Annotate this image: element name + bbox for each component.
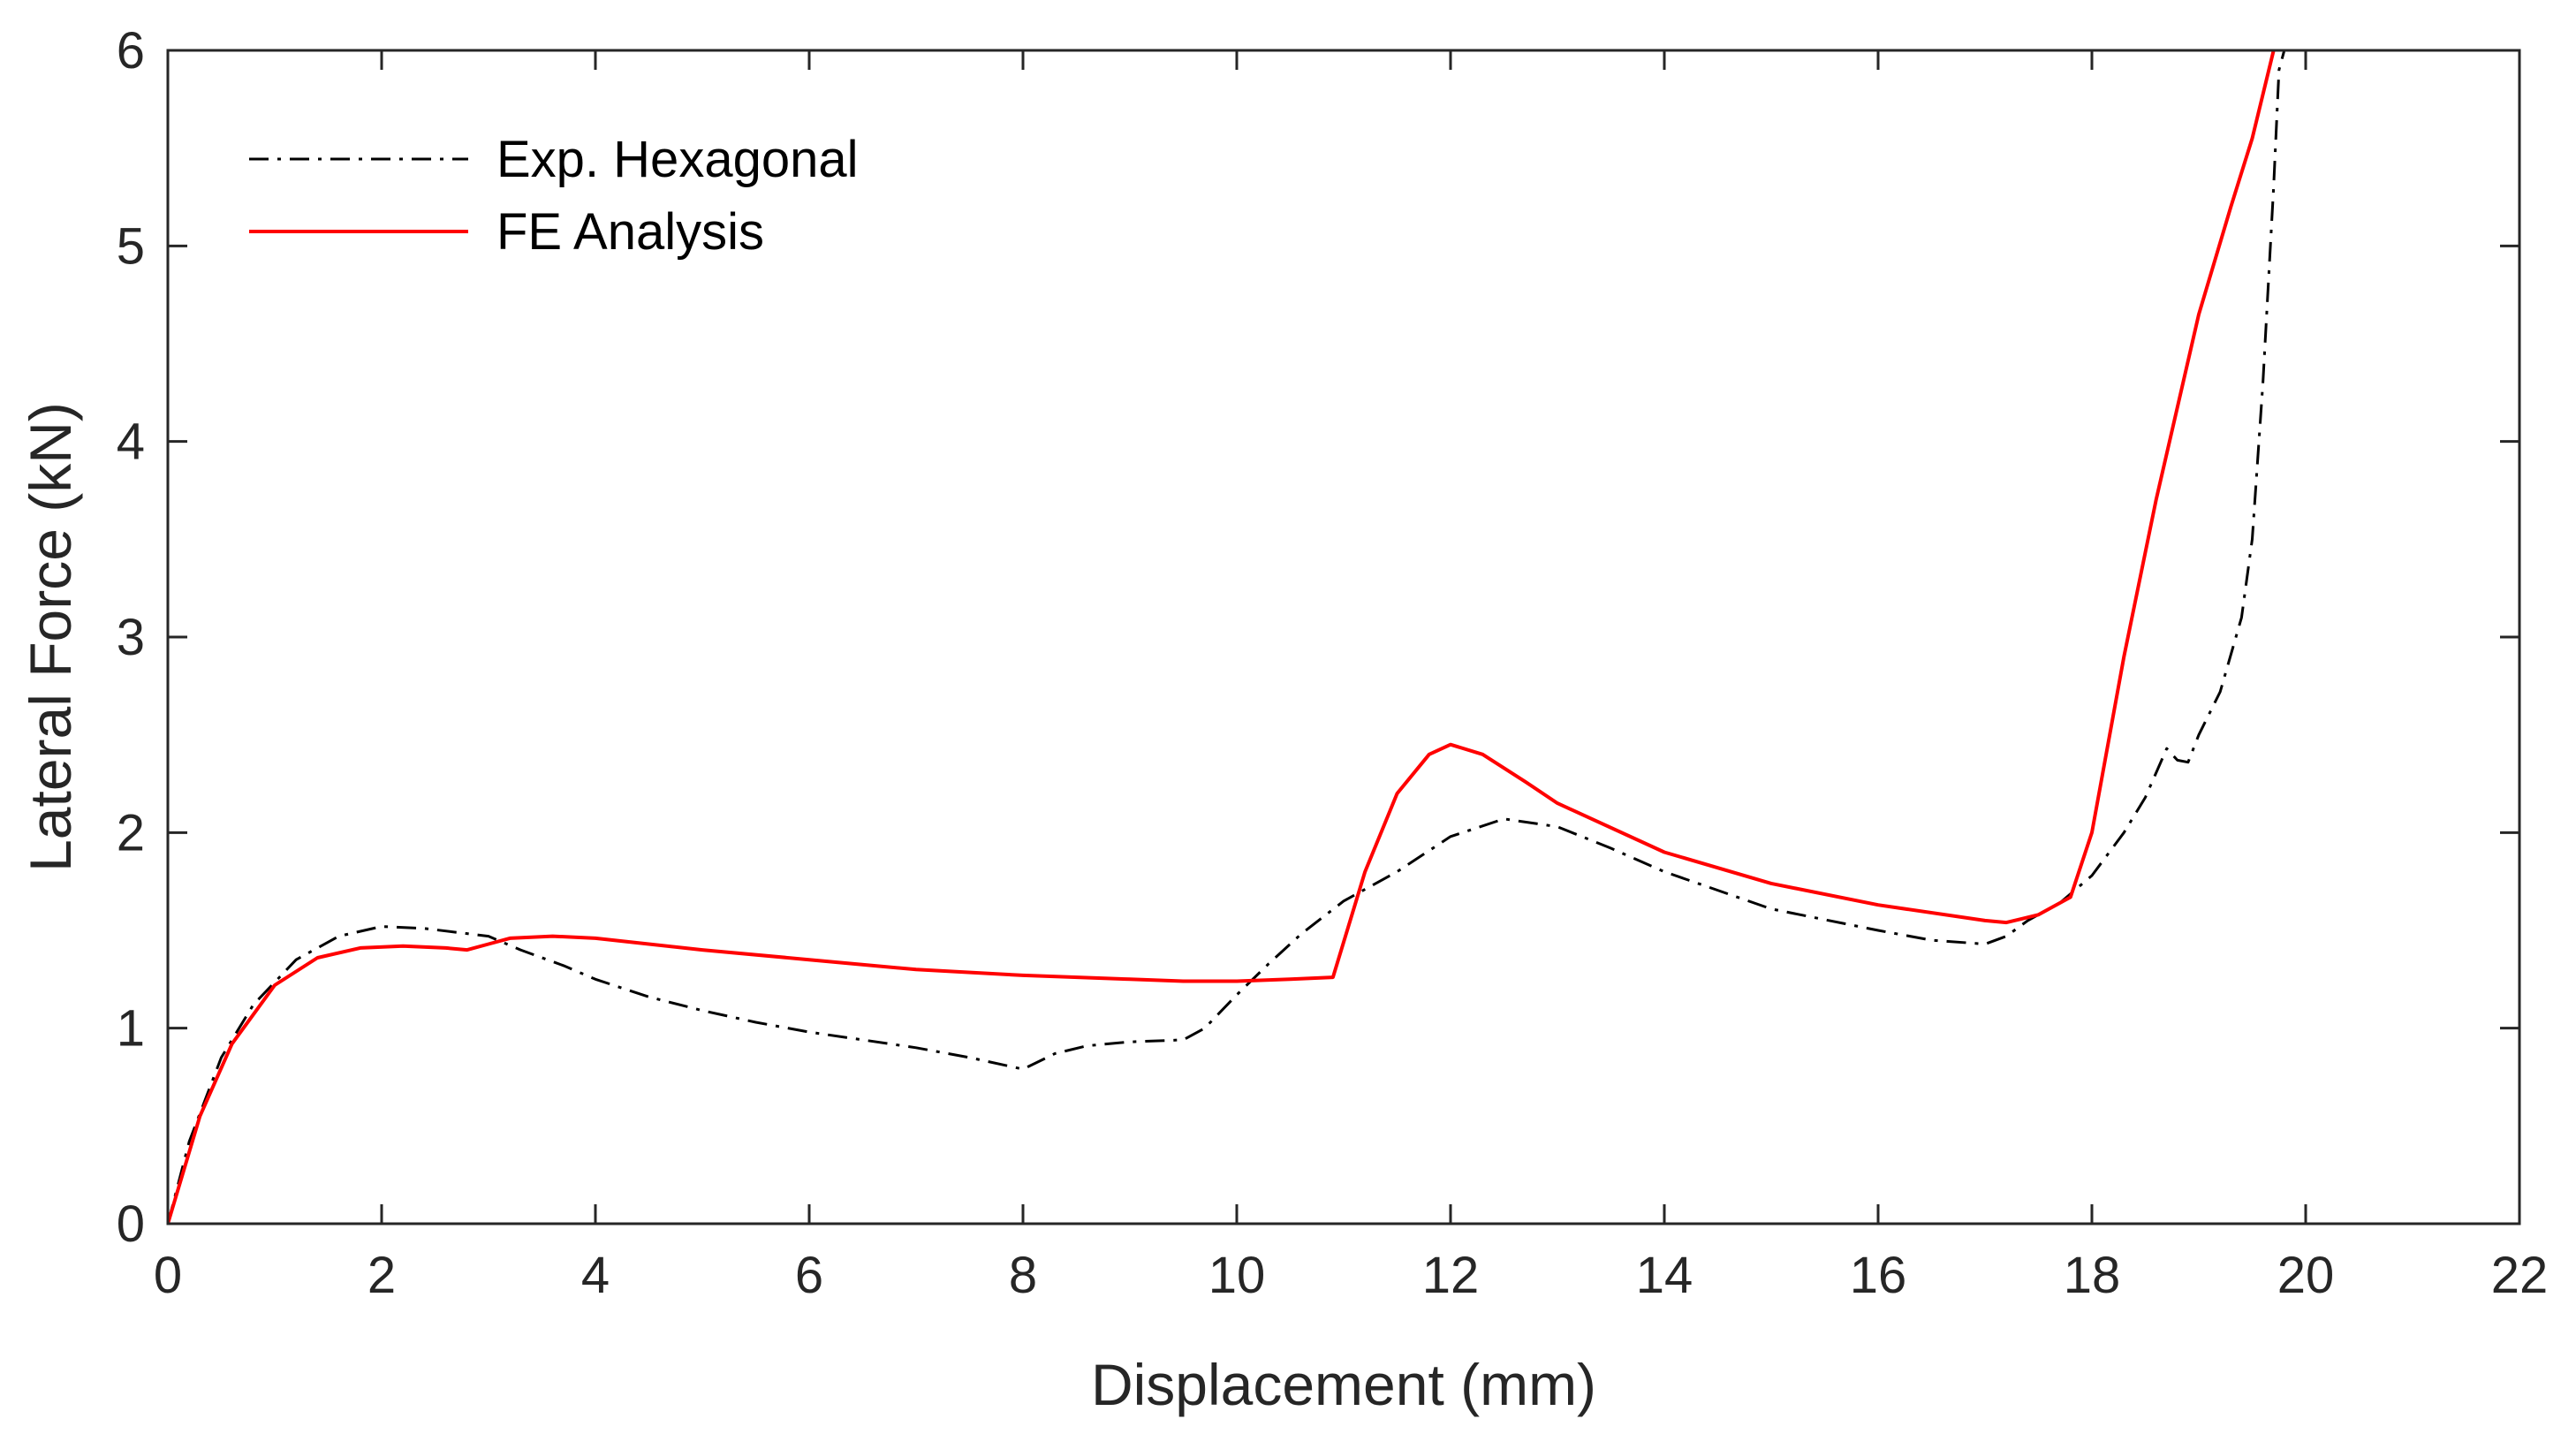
y-tick-label: 3 — [117, 609, 145, 666]
legend: Exp. Hexagonal FE Analysis — [249, 131, 858, 261]
x-tick-label: 14 — [1636, 1247, 1693, 1304]
x-tick-label: 20 — [2277, 1247, 2335, 1304]
x-tick-label: 12 — [1422, 1247, 1480, 1304]
y-tick-label: 1 — [117, 1000, 145, 1058]
y-tick-label: 4 — [117, 414, 145, 471]
series-line-exp-hexagonal — [168, 50, 2286, 1224]
ticks-layer — [166, 49, 2521, 1225]
x-tick-label: 22 — [2491, 1247, 2549, 1304]
x-tick-label: 0 — [154, 1247, 182, 1304]
y-tick-label: 6 — [117, 22, 145, 80]
x-tick-labels: 0 2 4 6 8 10 12 14 16 18 20 22 — [154, 1247, 2548, 1304]
x-tick-label: 2 — [367, 1247, 396, 1304]
legend-label-exp-hexagonal: Exp. Hexagonal — [496, 131, 858, 188]
y-axis-label: Lateral Force (kN) — [18, 402, 83, 872]
y-tick-label: 2 — [117, 804, 145, 861]
y-tick-label: 0 — [117, 1195, 145, 1253]
x-tick-label: 6 — [795, 1247, 823, 1304]
y-tick-label: 5 — [117, 217, 145, 275]
legend-label-fe-analysis: FE Analysis — [496, 203, 764, 261]
x-tick-label: 16 — [1850, 1247, 1907, 1304]
x-tick-label: 10 — [1208, 1247, 1266, 1304]
series-layer — [168, 50, 2286, 1224]
y-tick-labels: 0 1 2 3 4 5 6 — [117, 22, 145, 1253]
x-axis-label: Displacement (mm) — [1091, 1352, 1596, 1417]
x-tick-label: 4 — [581, 1247, 610, 1304]
x-tick-label: 18 — [2064, 1247, 2121, 1304]
x-tick-label: 8 — [1009, 1247, 1037, 1304]
series-line-fe-analysis — [168, 50, 2276, 1224]
